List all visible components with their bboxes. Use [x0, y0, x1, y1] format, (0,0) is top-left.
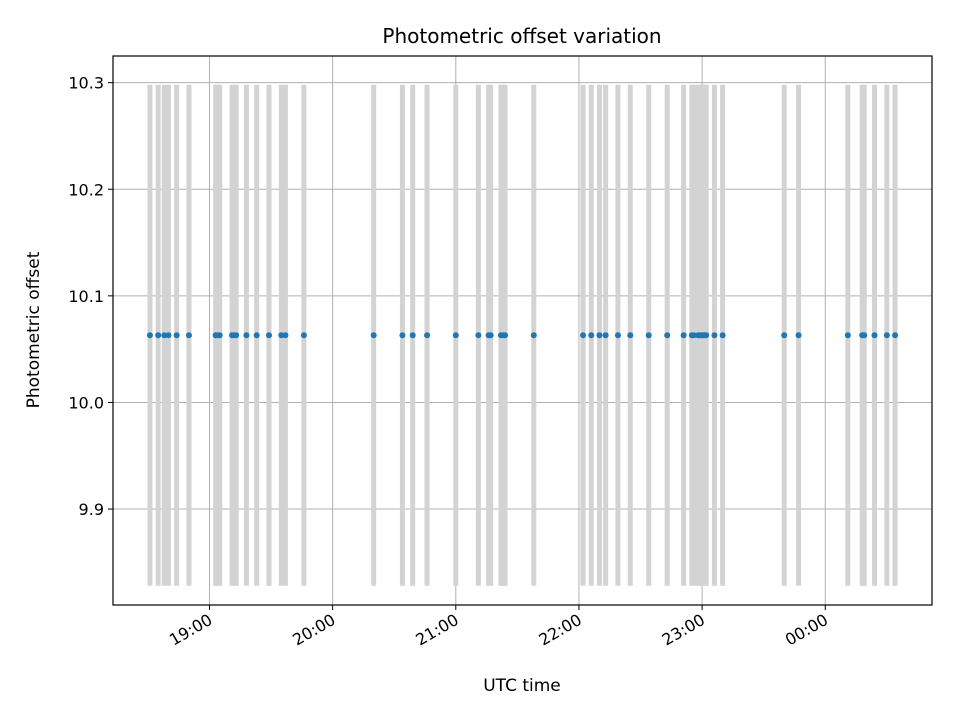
data-point: [146, 332, 153, 339]
data-point: [173, 332, 180, 339]
data-point: [282, 332, 289, 339]
data-point: [861, 332, 868, 339]
data-point: [627, 332, 634, 339]
y-axis: 9.9 10.0 10.1 10.2 10.3: [68, 74, 113, 519]
data-point: [424, 332, 431, 339]
data-point: [300, 332, 307, 339]
data-point: [243, 332, 250, 339]
data-point: [711, 332, 718, 339]
data-point: [781, 332, 788, 339]
data-point: [664, 332, 671, 339]
data-point: [645, 332, 652, 339]
data-point: [690, 332, 697, 339]
y-tick-label: 10.2: [68, 180, 104, 199]
data-point: [165, 332, 172, 339]
data-point: [892, 332, 899, 339]
data-point: [161, 332, 168, 339]
data-point: [602, 332, 609, 339]
data-point: [155, 332, 162, 339]
data-point: [883, 332, 890, 339]
data-point: [409, 332, 416, 339]
data-point: [399, 332, 406, 339]
chart-title: Photometric offset variation: [382, 24, 661, 48]
y-tick-label: 10.1: [68, 287, 104, 306]
data-point: [278, 332, 285, 339]
x-axis-label: UTC time: [483, 676, 561, 696]
y-axis-label: Photometric offset: [24, 251, 44, 408]
data-point: [588, 332, 595, 339]
data-point: [452, 332, 459, 339]
y-tick-label: 9.9: [79, 500, 104, 519]
data-point: [216, 332, 223, 339]
data-point: [370, 332, 377, 339]
data-point: [596, 332, 603, 339]
data-point: [719, 332, 726, 339]
data-point: [253, 332, 260, 339]
data-point: [614, 332, 621, 339]
y-tick-label: 10.3: [68, 74, 104, 93]
data-point: [233, 332, 240, 339]
data-point: [871, 332, 878, 339]
data-point: [266, 332, 272, 339]
data-point: [502, 332, 509, 339]
data-point: [844, 332, 851, 339]
data-point: [487, 332, 494, 339]
data-points: [146, 332, 899, 339]
y-tick-label: 10.0: [68, 393, 104, 412]
data-point: [680, 332, 687, 339]
data-point: [475, 332, 482, 339]
plot-frame: [112, 55, 933, 606]
data-point: [185, 332, 192, 339]
data-point: [795, 332, 802, 339]
data-point: [580, 332, 587, 339]
data-point: [703, 332, 710, 339]
data-point: [530, 332, 537, 339]
